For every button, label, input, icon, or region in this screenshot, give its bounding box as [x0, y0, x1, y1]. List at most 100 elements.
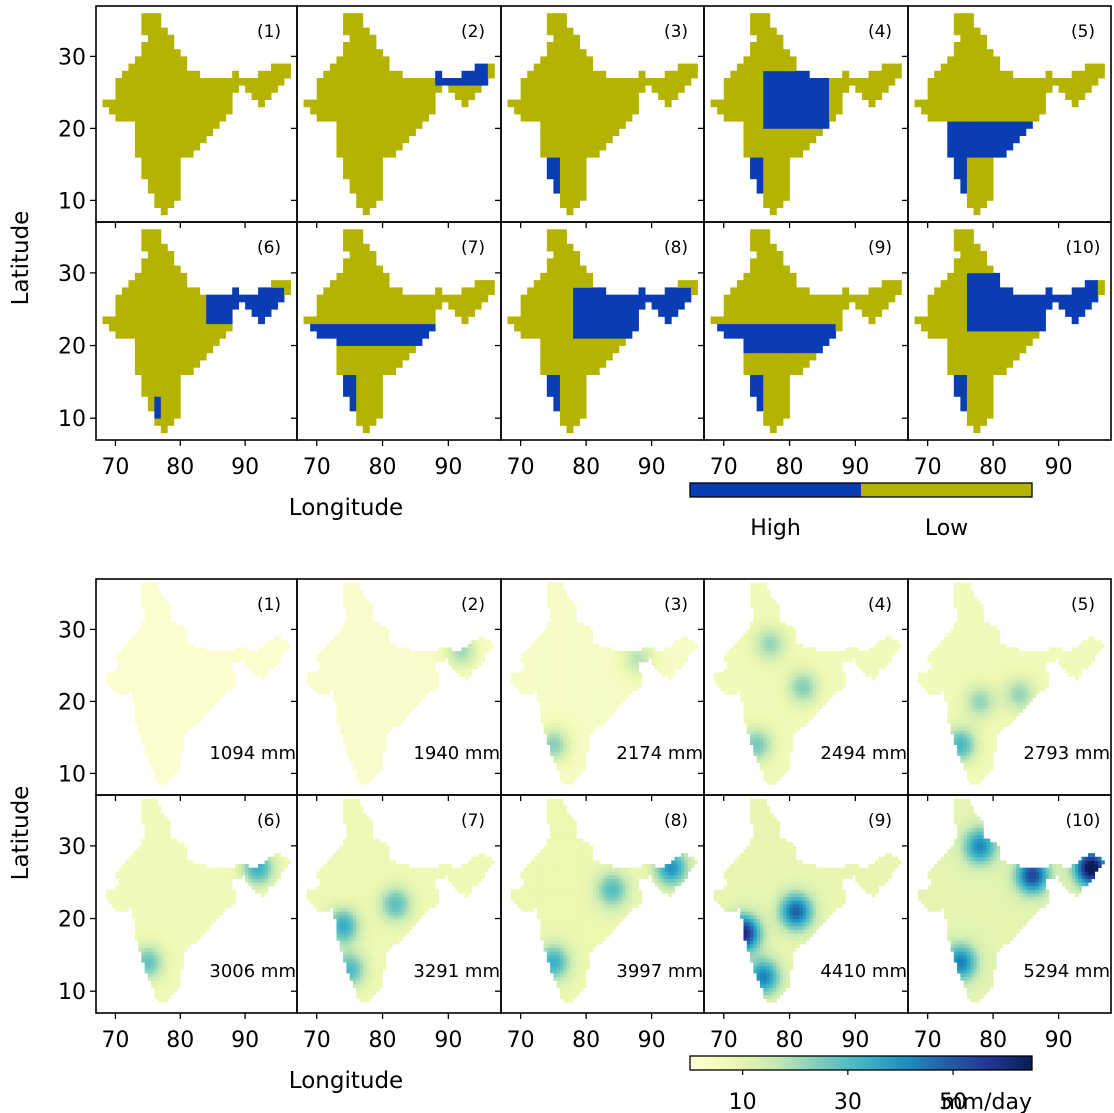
rain-cell: [369, 690, 374, 695]
low-cell: [173, 70, 181, 79]
high-cell: [1006, 287, 1014, 296]
high-cell: [999, 309, 1007, 317]
low-cell: [573, 389, 580, 397]
low-cell: [966, 85, 974, 93]
low-cell: [160, 396, 168, 405]
low-cell: [769, 374, 777, 383]
low-cell: [167, 70, 175, 79]
rain-cell: [366, 683, 370, 688]
low-cell: [579, 352, 587, 361]
low-cell: [225, 78, 233, 86]
low-cell: [573, 63, 580, 72]
rain-cell: [147, 741, 152, 745]
high-cell: [953, 381, 961, 390]
high-cell: [802, 345, 810, 354]
rain-cell: [151, 615, 155, 619]
low-cell: [980, 171, 987, 180]
low-cell: [763, 135, 771, 144]
low-cell: [356, 287, 364, 296]
rain-cell: [177, 705, 181, 709]
low-cell: [631, 99, 639, 108]
rain-cell: [399, 694, 403, 699]
rain-cell: [144, 651, 149, 655]
low-cell: [428, 316, 436, 325]
low-cell: [586, 106, 594, 115]
low-cell: [559, 63, 567, 72]
rain-cell: [209, 676, 214, 681]
rain-cell: [389, 690, 393, 695]
high-cell: [435, 78, 443, 86]
high-cell: [1019, 128, 1027, 136]
low-cell: [973, 27, 981, 36]
low-cell: [356, 164, 364, 172]
low-cell: [855, 85, 863, 93]
rain-cell: [154, 629, 158, 634]
low-cell: [573, 265, 580, 274]
high-cell: [389, 331, 397, 339]
low-cell: [776, 186, 784, 194]
high-cell: [671, 294, 679, 303]
low-cell: [631, 106, 639, 115]
low-cell: [566, 193, 574, 201]
low-cell: [349, 56, 357, 64]
rain-cell: [392, 658, 397, 663]
rain-cell: [323, 679, 328, 684]
rain-cell: [356, 708, 360, 713]
rain-cell: [349, 687, 354, 691]
rain-cell: [164, 640, 168, 645]
low-cell: [736, 280, 744, 288]
rain-cell: [147, 701, 152, 706]
rain-cell: [167, 762, 171, 767]
rain-cell: [170, 708, 175, 713]
low-cell: [533, 301, 541, 310]
low-cell: [540, 142, 548, 151]
low-cell: [362, 135, 370, 144]
rain-cell: [356, 661, 360, 666]
rain-cell: [382, 640, 387, 645]
low-cell: [349, 251, 357, 259]
low-cell: [533, 70, 541, 79]
low-cell: [540, 287, 548, 296]
rain-cell: [164, 672, 168, 677]
low-cell: [415, 114, 423, 122]
rain-cell: [320, 672, 324, 677]
rain-cell: [385, 636, 390, 641]
low-cell: [934, 92, 942, 100]
low-cell: [743, 287, 751, 296]
rain-cell: [222, 687, 227, 691]
rain-cell: [313, 676, 318, 681]
low-cell: [362, 352, 370, 361]
rain-cell: [199, 672, 204, 677]
rain-cell: [134, 640, 139, 645]
rain-cell: [215, 690, 220, 695]
rain-cell: [209, 705, 214, 709]
rain-cell: [167, 618, 171, 623]
low-cell: [527, 309, 535, 317]
low-cell: [448, 85, 456, 93]
rain-cell: [238, 651, 243, 655]
high-cell: [277, 287, 285, 296]
high-cell: [763, 114, 771, 122]
rain-cell: [349, 741, 354, 745]
high-cell: [999, 128, 1007, 136]
low-cell: [573, 42, 580, 50]
low-cell: [540, 121, 548, 129]
low-cell: [225, 92, 233, 100]
low-cell: [736, 78, 744, 86]
low-cell: [454, 294, 462, 303]
high-cell: [782, 78, 790, 86]
rain-cell: [177, 712, 181, 717]
rain-cell: [356, 593, 360, 598]
rain-cell: [164, 687, 168, 691]
high-cell: [789, 331, 797, 339]
low-cell: [212, 338, 220, 346]
low-cell: [927, 294, 935, 303]
low-cell: [251, 92, 259, 100]
rain-cell: [138, 633, 142, 637]
low-cell: [336, 294, 344, 303]
rain-cell: [346, 683, 351, 688]
low-cell: [474, 301, 482, 310]
rain-cell: [209, 665, 214, 670]
low-cell: [167, 418, 175, 426]
low-cell: [769, 360, 777, 368]
